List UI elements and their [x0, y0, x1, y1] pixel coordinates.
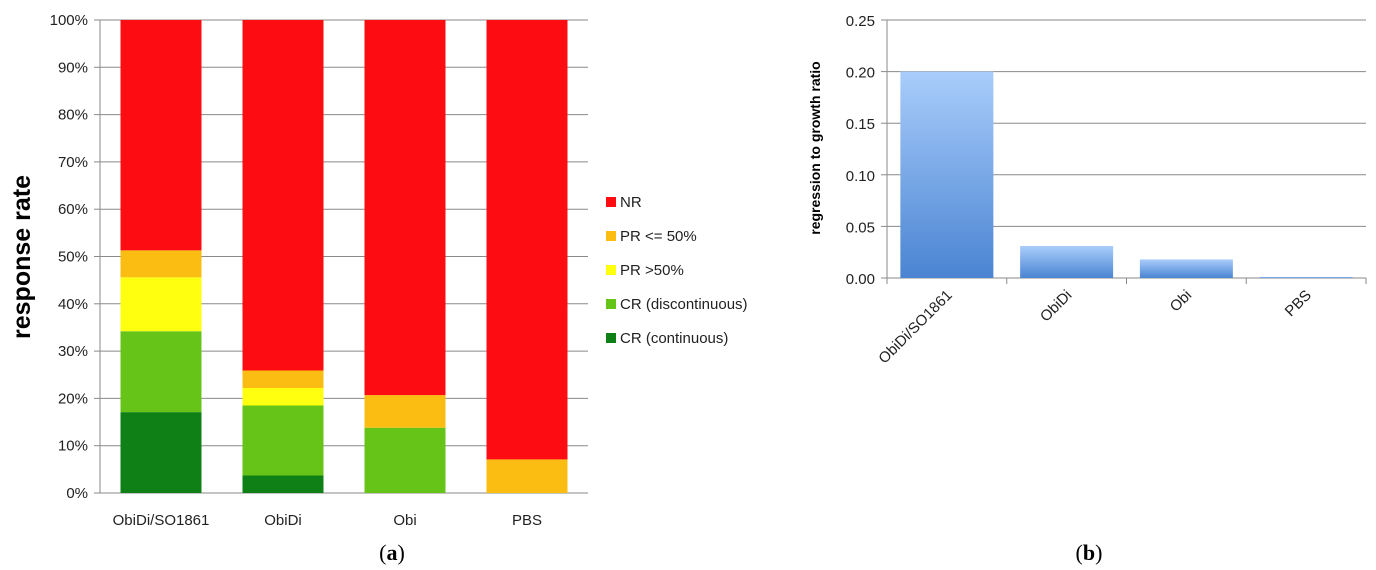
x-tick-label: PBS	[512, 512, 542, 529]
y-tick-label: 0.10	[846, 168, 875, 185]
x-tick-label: PBS	[1282, 287, 1315, 320]
panel-b-x-ticks: ObiDi/SO1861 ObiDi Obi PBS	[875, 287, 1315, 367]
legend-label-pr-50: PR >50%	[620, 262, 684, 279]
bar-obidi-so1861-cr-discontinuous	[120, 331, 202, 413]
panel-b-chart: 0.000.050.100.150.200.25 ObiDi/SO1861 Obi…	[807, 13, 1367, 565]
bar-obi-cr-discontinuous	[364, 427, 446, 493]
bar-obidi-cr-continuous	[242, 475, 324, 493]
bar-obi-pr-50	[364, 395, 446, 428]
panel-b-y-ticks: 0.00 0.05 0.10 0.15 0.20 0.25	[846, 13, 875, 288]
bar-pbs-nr	[486, 20, 568, 460]
panel-a-label: (a)	[379, 540, 405, 565]
bar-pbs-pr-50	[486, 459, 568, 493]
y-tick-label: 0.20	[846, 65, 875, 82]
y-tick-label: 60%	[58, 201, 88, 218]
bar-obi	[1139, 259, 1233, 278]
legend-label-cr-continuous: CR (continuous)	[620, 330, 728, 347]
legend-swatch-nr	[606, 197, 616, 207]
y-tick-label: 0%	[66, 485, 88, 502]
x-tick-label: ObiDi/SO1861	[875, 287, 955, 367]
bar-obidi-so1861-pr-50	[120, 250, 202, 278]
y-tick-label: 50%	[58, 249, 88, 266]
bar-obidi-cr-discontinuous	[242, 405, 324, 476]
y-tick-label: 90%	[58, 59, 88, 76]
y-tick-label: 0.25	[846, 13, 875, 30]
panel-b-y-axis-label: regression to growth ratio	[807, 61, 823, 234]
x-tick-label: Obi	[1167, 287, 1196, 316]
bar-obidi-so1861	[900, 71, 994, 278]
legend-swatch-cr-continuous	[606, 333, 616, 343]
legend-swatch-pr-50	[606, 231, 616, 241]
panel-a-y-ticks: 0% 10% 20% 30% 40% 50% 60% 70% 80% 90% 100%	[50, 12, 88, 502]
bar-obidi-so1861-pr-50	[120, 277, 202, 332]
bar-obidi	[1020, 246, 1114, 278]
panel-a-legend: NR PR <= 50% PR >50% CR (discontinuous) CR (…	[606, 194, 748, 347]
panel-a-bars	[120, 20, 568, 493]
x-tick-label: Obi	[393, 512, 416, 529]
y-tick-label: 40%	[58, 296, 88, 313]
y-tick-label: 70%	[58, 154, 88, 171]
bar-obidi-so1861-cr-continuous	[120, 412, 202, 493]
panel-b-label: (b)	[1076, 540, 1103, 565]
bar-obi-nr	[364, 20, 446, 396]
panel-b-bars	[900, 71, 1353, 278]
legend-label-nr: NR	[620, 194, 642, 211]
y-tick-label: 10%	[58, 438, 88, 455]
x-tick-label: ObiDi	[1037, 287, 1076, 326]
bar-obidi-pr-50	[242, 387, 324, 406]
panel-a-chart: 0% 10% 20% 30% 40% 50% 60% 70% 80% 90% 100% ObiDi/…	[8, 12, 748, 565]
y-tick-label: 0.05	[846, 219, 875, 236]
bar-pbs	[1259, 276, 1353, 278]
panel-a-x-ticks: ObiDi/SO1861 ObiDi Obi PBS	[113, 512, 542, 529]
y-tick-label: 100%	[50, 12, 88, 29]
x-tick-label: ObiDi/SO1861	[113, 512, 210, 529]
y-tick-label: 30%	[58, 343, 88, 360]
panel-a-y-axis-label: response rate	[8, 175, 36, 339]
x-tick-label: ObiDi	[264, 512, 302, 529]
legend-swatch-pr-50	[606, 265, 616, 275]
y-tick-label: 20%	[58, 390, 88, 407]
legend-label-pr-50: PR <= 50%	[620, 228, 697, 245]
bar-obidi-pr-50	[242, 370, 324, 388]
bar-obidi-so1861-nr	[120, 20, 202, 251]
legend-swatch-cr-discontinuous	[606, 299, 616, 309]
y-tick-label: 0.00	[846, 271, 875, 288]
bar-obidi-nr	[242, 20, 324, 371]
y-tick-label: 80%	[58, 107, 88, 124]
legend-label-cr-discontinuous: CR (discontinuous)	[620, 296, 748, 313]
y-tick-label: 0.15	[846, 116, 875, 133]
